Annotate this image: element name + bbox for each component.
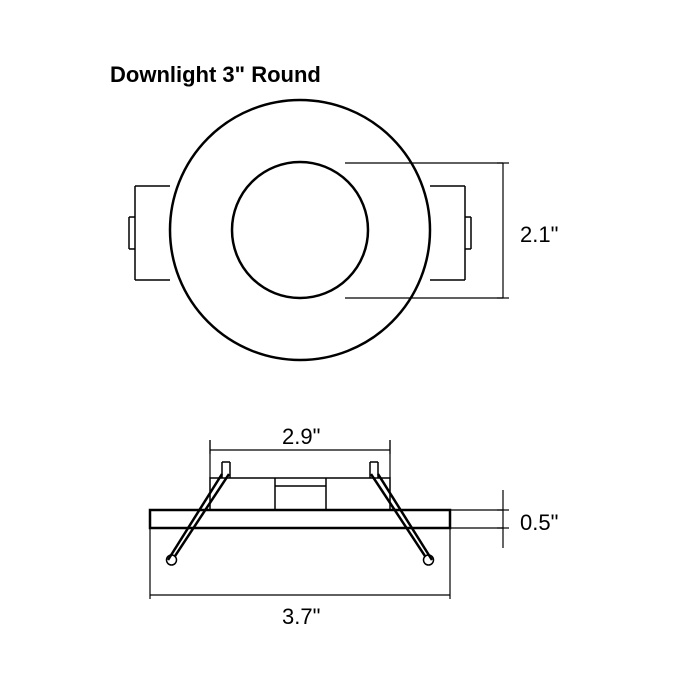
diagram-canvas: Downlight 3" Round 2.1" 2.9" 0.5" 3.7"	[0, 0, 700, 700]
diagram-svg	[0, 0, 700, 700]
